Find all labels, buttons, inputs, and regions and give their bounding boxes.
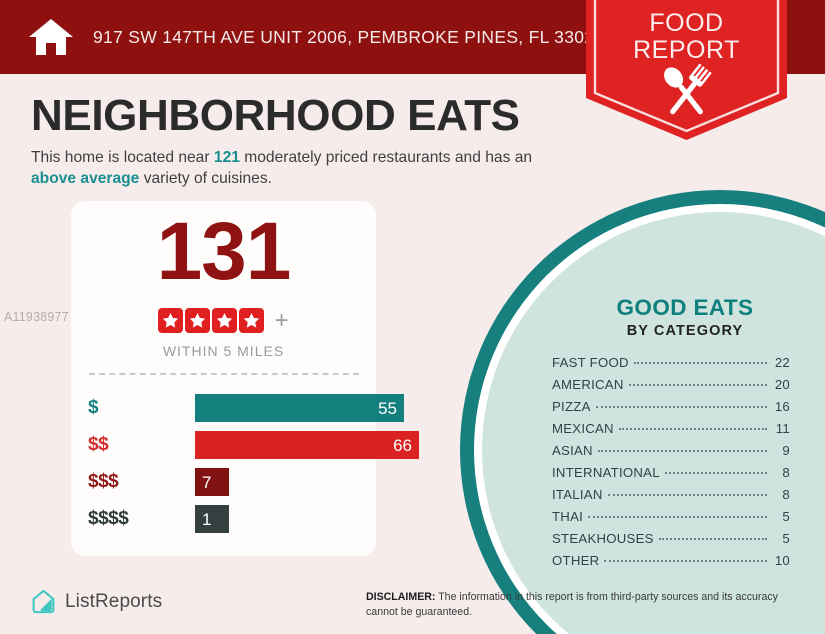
star-plus-sign: + — [274, 306, 289, 334]
price-tier-row: $$$ 7 — [71, 463, 376, 500]
category-name: AMERICAN — [552, 377, 624, 392]
category-name: FAST FOOD — [552, 355, 629, 370]
category-name: THAI — [552, 509, 584, 524]
category-name: MEXICAN — [552, 421, 614, 436]
category-dot-leader — [618, 428, 767, 430]
price-tier-label: $ — [88, 396, 99, 418]
category-dot-leader — [604, 560, 767, 562]
good-eats-subtitle: BY CATEGORY — [626, 322, 744, 339]
price-tier-label: $$$ — [88, 470, 119, 492]
price-tier-bar: 66 — [195, 431, 419, 459]
home-icon — [28, 17, 74, 57]
category-dot-leader — [597, 450, 767, 452]
star-rating-row: + — [71, 308, 376, 333]
category-value: 5 — [782, 509, 790, 524]
category-row: STEAKHOUSES 5 — [552, 531, 790, 553]
star-icon — [158, 308, 184, 333]
category-value: 8 — [782, 465, 790, 480]
listreports-wordmark: ListReports — [65, 590, 163, 612]
category-row: INTERNATIONAL 8 — [552, 465, 790, 487]
category-name: OTHER — [552, 553, 600, 568]
price-tier-value: 66 — [393, 435, 412, 455]
star-icon — [212, 308, 238, 333]
radius-label: WITHIN 5 MILES — [162, 343, 285, 359]
total-restaurant-count: 131 — [156, 206, 292, 297]
category-dot-leader — [595, 406, 767, 408]
subtitle-variety-rating: above average — [31, 169, 140, 187]
category-dot-leader — [607, 494, 767, 496]
price-tier-bar: 55 — [195, 394, 404, 422]
category-row: MEXICAN 11 — [552, 421, 790, 443]
category-dot-leader — [588, 516, 767, 518]
disclaimer-text: The information in this report is from t… — [366, 591, 778, 618]
category-row: FAST FOOD 22 — [552, 355, 790, 377]
category-row: PIZZA 16 — [552, 399, 790, 421]
price-tier-value: 1 — [202, 509, 212, 529]
star-icon — [239, 308, 265, 333]
category-name: ASIAN — [552, 443, 593, 458]
category-value: 10 — [774, 553, 790, 568]
good-eats-header: GOOD EATS BY CATEGORY — [545, 296, 825, 339]
category-dot-leader — [633, 362, 767, 364]
listreports-logo[interactable]: ListReports — [30, 588, 162, 615]
restaurant-stats-card: 131 + WITHIN 5 MILES $55 $$ 66 $$$ 7 $$$$ 1 — [71, 201, 419, 556]
price-tier-row: $$$$ 1 — [71, 500, 376, 537]
price-tier-bar-chart: $55 $$ 66 $$$ 7 $$$$ 1 — [71, 389, 419, 537]
category-row: ASIAN 9 — [552, 443, 790, 465]
category-row: THAI 5 — [552, 509, 790, 531]
category-value: 20 — [774, 377, 790, 392]
category-name: ITALIAN — [552, 487, 603, 502]
price-tier-row: $$ 66 — [71, 426, 419, 463]
category-name: INTERNATIONAL — [552, 465, 660, 480]
price-tier-label: $$$$ — [88, 507, 129, 529]
price-tier-row: $55 — [71, 389, 404, 426]
disclaimer: DISCLAIMER: The information in this repo… — [366, 590, 790, 619]
disclaimer-label: DISCLAIMER: — [366, 591, 436, 603]
category-row: AMERICAN 20 — [552, 377, 790, 399]
food-report-badge: FOOD REPORT — [586, 0, 787, 140]
category-value: 22 — [774, 355, 790, 370]
page-subtitle: This home is located near 121 moderately… — [31, 148, 576, 189]
category-value: 11 — [775, 421, 790, 436]
subtitle-part-1: This home is located near — [31, 149, 214, 166]
category-value: 5 — [782, 531, 790, 546]
category-dot-leader — [658, 538, 767, 540]
card-divider — [89, 373, 359, 375]
price-tier-bar: 7 — [195, 468, 229, 496]
subtitle-part-2: moderately priced restaurants and has an — [239, 149, 533, 166]
property-address: 917 SW 147TH AVE UNIT 2006, PEMBROKE PIN… — [93, 26, 605, 47]
category-name: STEAKHOUSES — [552, 531, 654, 546]
page-title: NEIGHBORHOOD EATS — [31, 91, 520, 140]
subtitle-restaurant-count: 121 — [213, 149, 240, 166]
category-name: PIZZA — [552, 399, 591, 414]
good-eats-title: GOOD EATS — [616, 295, 754, 320]
listreports-house-pin-icon — [30, 588, 57, 615]
category-value: 8 — [782, 487, 790, 502]
category-row: OTHER 10 — [552, 553, 790, 575]
spoon-fork-icon — [664, 63, 712, 115]
price-tier-value: 7 — [202, 472, 212, 492]
category-dot-leader — [628, 384, 767, 386]
price-tier-value: 55 — [378, 398, 397, 418]
good-eats-category-list: FAST FOOD 22 AMERICAN 20 PIZZA 16 MEXICAN 11 ASI… — [552, 355, 790, 575]
category-dot-leader — [664, 472, 767, 474]
subtitle-part-3: variety of cuisines. — [139, 169, 272, 187]
category-row: ITALIAN 8 — [552, 487, 790, 509]
star-icon — [185, 308, 211, 333]
category-value: 16 — [774, 399, 790, 414]
price-tier-label: $$ — [88, 433, 109, 455]
price-tier-bar: 1 — [195, 505, 229, 533]
category-value: 9 — [782, 443, 790, 458]
